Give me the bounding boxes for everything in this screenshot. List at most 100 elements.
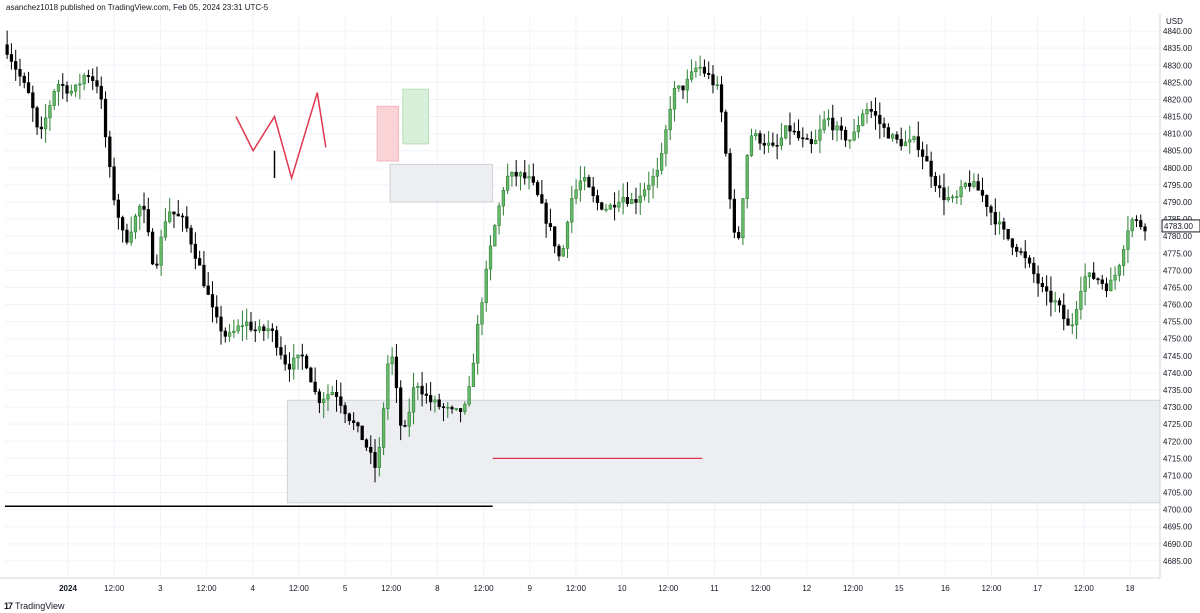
- y-tick-label: 4775.00: [1163, 249, 1192, 258]
- candle-up: [52, 91, 56, 106]
- candle-down: [150, 231, 155, 265]
- candle-down: [1036, 273, 1040, 284]
- y-tick-label: 4755.00: [1163, 318, 1192, 327]
- candle-up: [78, 83, 82, 86]
- candle-up: [236, 325, 240, 332]
- candle-up: [672, 87, 677, 110]
- candle-up: [903, 141, 908, 147]
- candle-down: [26, 82, 31, 94]
- candle-down: [916, 136, 920, 151]
- candle-down: [202, 264, 206, 287]
- publisher-header: asanchez1018 published on TradingView.co…: [6, 3, 269, 12]
- pink-box: [376, 105, 400, 162]
- candle-up: [749, 135, 754, 156]
- candle-down: [373, 452, 377, 468]
- candle-down: [343, 405, 347, 415]
- x-tick-label: 12:00: [104, 584, 125, 593]
- candle-down: [801, 137, 805, 140]
- candle-up: [1126, 230, 1130, 250]
- candle-up: [44, 117, 48, 130]
- candle-up: [1109, 279, 1113, 292]
- candle-up: [578, 180, 582, 191]
- candle-down: [206, 285, 210, 295]
- candle-up: [814, 139, 818, 145]
- candle-down: [249, 321, 253, 331]
- x-tick-label: 12:00: [658, 584, 679, 593]
- y-tick-label: 4780.00: [1163, 232, 1192, 241]
- y-tick-label: 4740.00: [1163, 369, 1192, 378]
- candle-up: [390, 356, 394, 365]
- candle-down: [557, 245, 561, 257]
- candle-up: [163, 221, 168, 238]
- candle-down: [31, 92, 35, 109]
- y-tick-label: 4800.00: [1163, 164, 1192, 173]
- y-tick-label: 4815.00: [1163, 113, 1192, 122]
- candle-up: [852, 131, 856, 141]
- candle-up: [510, 171, 514, 177]
- candle-down: [548, 223, 553, 227]
- x-tick-label: 12:00: [1074, 584, 1095, 593]
- candle-down: [121, 217, 125, 231]
- y-tick-label: 4820.00: [1163, 95, 1192, 104]
- candle-up: [779, 137, 784, 146]
- x-tick-label: 3: [158, 584, 163, 593]
- candle-up: [1117, 265, 1121, 276]
- candle-up: [446, 406, 450, 409]
- candle-down: [172, 211, 176, 215]
- candle-down: [895, 134, 899, 140]
- candle-up: [518, 172, 523, 177]
- candle-down: [219, 316, 223, 332]
- candle-up: [467, 386, 471, 405]
- candle-up: [411, 387, 416, 413]
- candle-up: [433, 399, 437, 403]
- candle-up: [463, 403, 467, 412]
- x-tick-label: 10: [618, 584, 627, 593]
- candle-down: [450, 406, 454, 410]
- candle-up: [655, 169, 659, 177]
- candle-down: [420, 385, 424, 395]
- candle-up: [685, 78, 689, 91]
- candle-down: [1066, 318, 1070, 326]
- x-tick-label: 12:00: [843, 584, 864, 593]
- candle-up: [997, 221, 1002, 225]
- candle-up: [484, 268, 488, 303]
- candle-down: [843, 129, 848, 141]
- candle-down: [1023, 251, 1027, 259]
- candle-down: [403, 425, 407, 427]
- candle-up: [608, 204, 612, 210]
- candle-down: [223, 330, 227, 337]
- candle-down: [707, 73, 711, 75]
- x-tick-label: 2024: [59, 584, 77, 593]
- candle-down: [553, 226, 557, 247]
- candle-down: [942, 187, 946, 201]
- candle-down: [304, 355, 309, 369]
- candle-down: [334, 392, 339, 398]
- candle-down: [39, 126, 43, 130]
- candle-down: [886, 127, 890, 139]
- x-tick-label: 15: [895, 584, 904, 593]
- candle-down: [352, 420, 356, 423]
- candle-down: [1027, 257, 1032, 264]
- candle-down: [882, 123, 886, 128]
- candle-up: [861, 113, 865, 126]
- y-tick-label: 4710.00: [1163, 471, 1192, 480]
- candle-down: [625, 197, 630, 204]
- candle-up: [1079, 291, 1083, 310]
- candle-up: [501, 190, 505, 207]
- candle-down: [925, 156, 929, 162]
- candle-down: [313, 381, 317, 393]
- candle-down: [317, 391, 322, 404]
- candle-down: [429, 395, 433, 403]
- candle-down: [399, 387, 403, 426]
- candle-up: [651, 175, 655, 186]
- candle-down: [634, 199, 638, 203]
- candle-down: [535, 182, 540, 195]
- candle-up: [741, 198, 745, 239]
- candle-down: [1134, 219, 1139, 221]
- candle-up: [822, 119, 826, 131]
- x-tick-label: 4: [250, 584, 255, 593]
- x-tick-label: 12:00: [381, 584, 402, 593]
- candle-down: [360, 425, 364, 441]
- candle-down: [989, 206, 993, 213]
